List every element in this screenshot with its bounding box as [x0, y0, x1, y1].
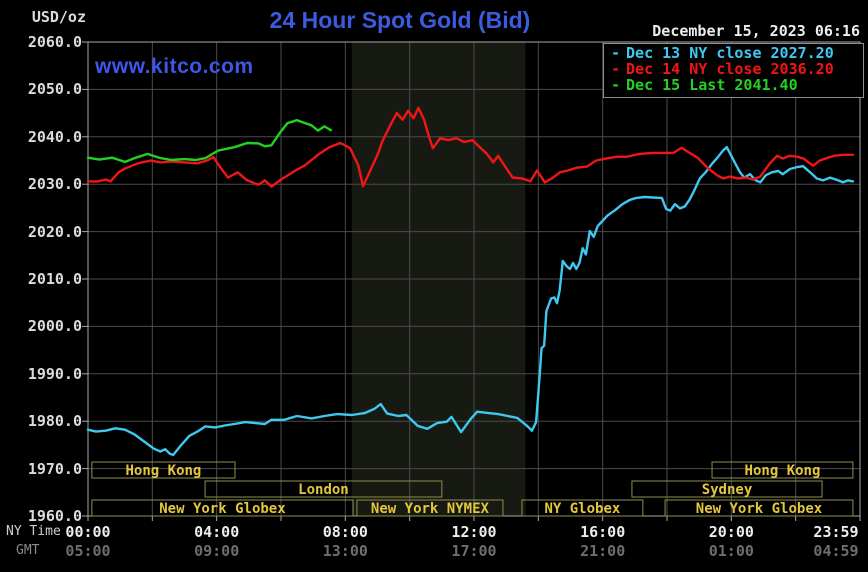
x-axis-label-gmt: 04:59	[813, 542, 859, 560]
legend-entry: - Dec 14 NY close 2036.20	[604, 61, 863, 77]
legend-entry-label: Dec 15 Last 2041.40	[626, 76, 798, 94]
x-axis-label-gmt: 17:00	[451, 542, 497, 560]
x-axis-label-ny: 20:00	[708, 523, 754, 541]
x-axis-label-ny: 23:59	[813, 523, 859, 541]
y-axis-unit-label: USD/oz	[31, 8, 86, 26]
legend-dash-marker: -	[611, 76, 621, 94]
y-axis-label: 2010.0	[27, 270, 82, 288]
session-label: Hong Kong	[126, 463, 202, 479]
y-axis-label: 2050.0	[27, 80, 82, 99]
session-label: New York NYMEX	[371, 501, 490, 517]
session-box-sydney	[631, 480, 823, 498]
y-axis-label: 2000.0	[27, 317, 82, 336]
legend-dash-marker: -	[611, 60, 621, 78]
y-axis-label: 1990.0	[27, 364, 82, 383]
session-box-new-york-globex	[664, 499, 854, 517]
y-axis-label: 2020.0	[27, 222, 82, 241]
legend-entry-label: Dec 13 NY close 2027.20	[626, 44, 834, 62]
legend-dash-marker: -	[611, 44, 621, 62]
y-axis-label: 2030.0	[27, 175, 82, 194]
session-box-new-york-nymex	[356, 499, 504, 517]
x-axis-label-ny: 16:00	[580, 523, 626, 541]
session-label: NY Globex	[544, 501, 620, 517]
series-line-dec14	[86, 106, 855, 188]
session-box-new-york-globex	[91, 499, 354, 517]
session-label: Sydney	[702, 482, 753, 498]
session-box-london	[204, 480, 443, 498]
series-line-dec15	[86, 118, 333, 164]
session-label: New York Globex	[159, 501, 286, 517]
ny-time-row-label: NY Time	[6, 524, 61, 539]
x-axis-label-ny: 08:00	[322, 523, 368, 541]
x-axis-label-gmt: 01:00	[708, 542, 754, 560]
session-box-hong-kong	[91, 461, 236, 479]
x-axis-label-gmt: 09:00	[194, 542, 240, 560]
page-title: 24 Hour Spot Gold (Bid)	[269, 7, 531, 33]
x-axis-label-ny: 00:00	[65, 523, 111, 541]
y-axis-label: 2040.0	[27, 127, 82, 146]
y-axis-label: 1960.0	[27, 507, 82, 525]
y-axis-label: 2060.0	[27, 33, 82, 51]
date-time-display: December 15, 2023 06:16	[652, 22, 860, 40]
y-axis-label: 1970.0	[27, 459, 82, 478]
session-label: New York Globex	[696, 501, 823, 517]
series-line-dec13	[86, 145, 855, 457]
session-label: Hong Kong	[745, 463, 821, 479]
gmt-row-label: GMT	[16, 543, 40, 558]
session-box-ny-globex	[521, 499, 644, 517]
session-box-hong-kong	[711, 461, 854, 479]
legend-entry-label: Dec 14 NY close 2036.20	[626, 60, 834, 78]
x-axis-label-gmt: 05:00	[65, 542, 111, 560]
y-axis-label: 1980.0	[27, 412, 82, 431]
legend-box: - Dec 13 NY close 2027.20- Dec 14 NY close…	[603, 43, 864, 98]
legend-entry: - Dec 13 NY close 2027.20	[604, 45, 863, 61]
legend-entry: - Dec 15 Last 2041.40	[604, 77, 863, 93]
session-label: London	[298, 482, 349, 498]
kitco-watermark: www.kitco.com	[95, 55, 254, 78]
x-axis-label-gmt: 13:00	[322, 542, 368, 560]
x-axis-label-ny: 04:00	[194, 523, 240, 541]
x-axis-label-gmt: 21:00	[580, 542, 626, 560]
x-axis-label-ny: 12:00	[451, 523, 497, 541]
